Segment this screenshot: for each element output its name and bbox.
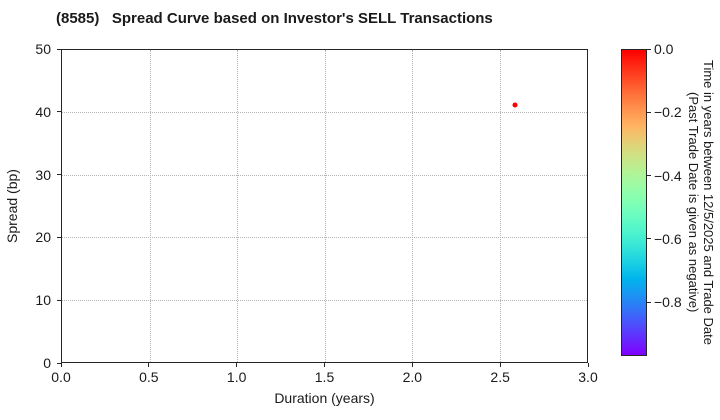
- x-axis-label: Duration (years): [274, 390, 375, 406]
- colorbar-tick-mark: [647, 301, 651, 303]
- plot-area: [61, 49, 588, 363]
- x-axis-ticks: 0.0 0.5 1.0 1.5 2.0 2.5 3.0: [51, 363, 598, 387]
- data-point: [512, 102, 518, 108]
- x-tick-mark: [587, 363, 589, 367]
- colorbar-tick-mark: [647, 111, 651, 113]
- x-tick-mark: [499, 363, 501, 367]
- y-tick-mark: [57, 111, 61, 113]
- x-tick-mark: [411, 363, 413, 367]
- y-gridline: [62, 174, 587, 176]
- x-tick-label: 1.0: [226, 369, 247, 385]
- y-tick-label: 40: [35, 103, 51, 120]
- y-tick-label: 20: [35, 229, 51, 246]
- x-tick-label: 3.0: [578, 369, 598, 385]
- colorbar-tick-label: −0.2: [654, 104, 682, 121]
- colorbar-tick-mark: [647, 48, 651, 50]
- y-tick-mark: [57, 299, 61, 301]
- x-gridline: [237, 50, 238, 362]
- x-gridline: [324, 50, 326, 362]
- x-tick-mark: [324, 363, 325, 367]
- y-tick-mark: [57, 362, 61, 364]
- y-axis-ticks: 0 10 20 30 40 50: [0, 41, 61, 371]
- colorbar-tick-label: −0.4: [654, 167, 682, 184]
- colorbar-tick-label: 0.0: [654, 41, 674, 57]
- x-tick-label: 2.0: [402, 369, 423, 385]
- y-tick-label: 30: [35, 166, 51, 183]
- x-gridline: [499, 50, 501, 362]
- colorbar-label-line2: (Past Trade Date is given as negative): [686, 92, 701, 313]
- colorbar-tick-mark: [647, 175, 651, 177]
- x-tick-label: 0.0: [51, 369, 71, 385]
- x-gridline: [412, 50, 413, 362]
- colorbar-label: Time in years between 12/5/2025 and Trad…: [686, 49, 716, 356]
- chart-title: (8585) Spread Curve based on Investor's …: [56, 10, 493, 27]
- y-gridline: [62, 299, 587, 301]
- y-tick-mark: [57, 236, 61, 238]
- x-tick-label: 0.5: [139, 369, 159, 385]
- y-tick-mark: [57, 174, 61, 176]
- x-tick-mark: [60, 363, 62, 367]
- y-gridline: [62, 112, 587, 114]
- x-tick-mark: [236, 363, 238, 367]
- y-tick-mark: [57, 48, 61, 50]
- y-tick-label: 0: [43, 355, 51, 371]
- colorbar-tick-label: −0.8: [654, 294, 682, 311]
- x-tick-label: 1.5: [314, 369, 335, 385]
- colorbar-ticks: 0.0 −0.2 −0.4 −0.6 −0.8: [647, 41, 692, 356]
- colorbar-gradient: [621, 49, 647, 356]
- y-tick-label: 50: [35, 41, 51, 57]
- x-gridline: [149, 50, 151, 362]
- y-tick-label: 10: [35, 292, 51, 309]
- colorbar-label-line1: Time in years between 12/5/2025 and Trad…: [701, 60, 716, 345]
- colorbar-tick-label: −0.6: [654, 230, 682, 247]
- colorbar-tick-mark: [647, 238, 651, 240]
- x-tick-label: 2.5: [490, 369, 510, 385]
- x-tick-mark: [148, 363, 150, 367]
- y-gridline: [62, 237, 587, 239]
